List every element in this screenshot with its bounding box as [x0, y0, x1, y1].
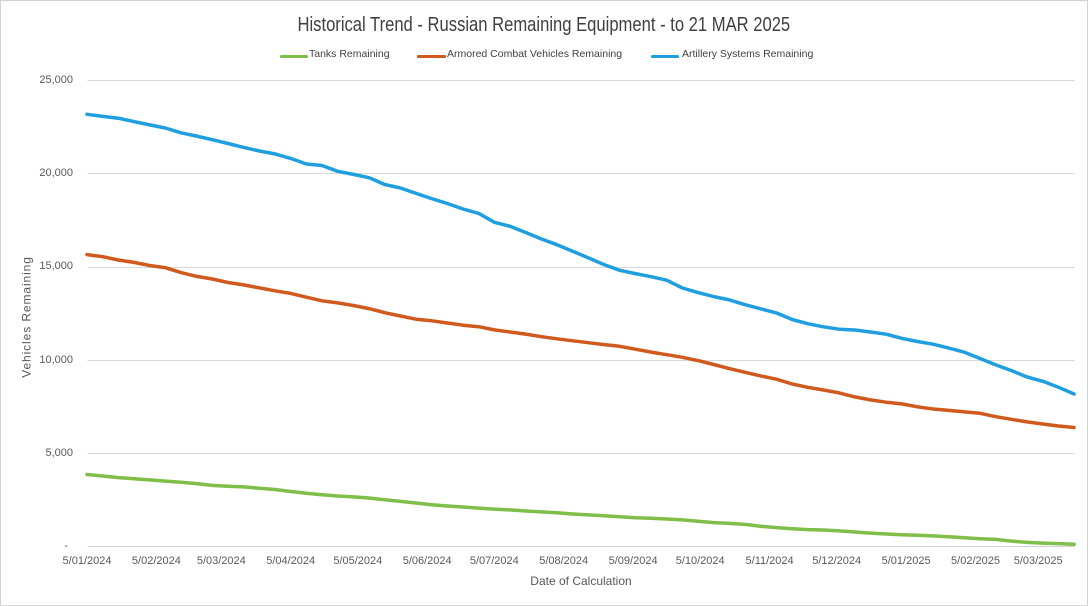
svg-text:Vehicles Remaining: Vehicles Remaining: [20, 256, 34, 378]
